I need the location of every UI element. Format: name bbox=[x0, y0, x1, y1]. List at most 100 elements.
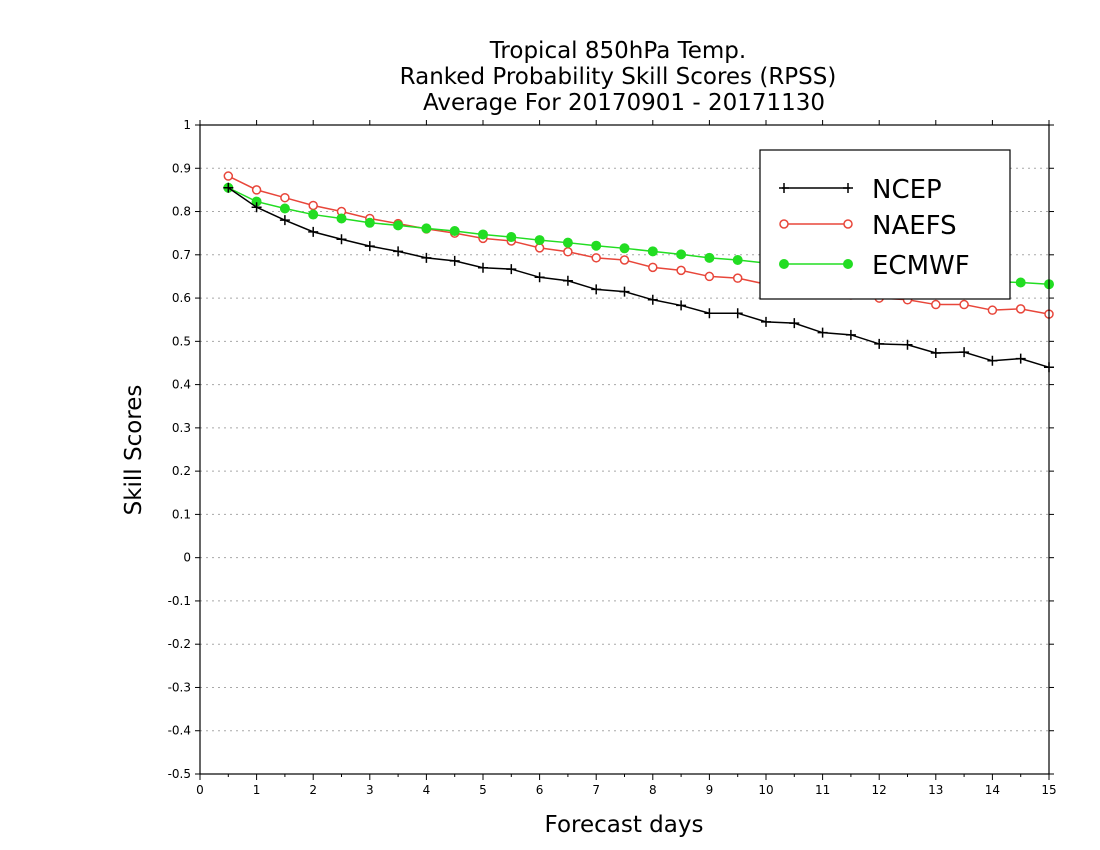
axis-ticks bbox=[195, 120, 1054, 780]
data-point bbox=[506, 232, 517, 243]
data-point bbox=[676, 265, 686, 276]
legend: NCEP NAEFS ECMWF bbox=[759, 149, 1011, 300]
x-tick-label: 3 bbox=[366, 783, 374, 797]
y-tick-label: 0.4 bbox=[172, 378, 191, 392]
x-tick-label: 13 bbox=[928, 783, 943, 797]
data-point bbox=[449, 255, 460, 266]
data-point bbox=[534, 235, 545, 246]
data-point bbox=[1015, 353, 1026, 364]
data-point bbox=[449, 226, 460, 237]
data-point bbox=[648, 262, 658, 273]
x-tick-label: 12 bbox=[872, 783, 887, 797]
chart-title-line-2: Ranked Probability Skill Scores (RPSS) bbox=[400, 64, 837, 90]
x-tick-label: 5 bbox=[479, 783, 487, 797]
data-point bbox=[619, 243, 630, 254]
data-point bbox=[930, 348, 941, 359]
data-point bbox=[506, 264, 517, 275]
data-point bbox=[308, 226, 319, 237]
y-tick-label: 0.7 bbox=[172, 248, 191, 262]
x-tick-label: 11 bbox=[815, 783, 830, 797]
legend-item-ncep: NCEP bbox=[779, 175, 942, 205]
data-point bbox=[223, 171, 234, 181]
data-point bbox=[1015, 304, 1026, 314]
legend-label: NAEFS bbox=[872, 211, 957, 241]
y-tick-label: 0 bbox=[183, 551, 191, 565]
y-tick-label: -0.4 bbox=[168, 724, 191, 738]
data-point bbox=[308, 200, 318, 211]
y-tick-label: 0.1 bbox=[172, 507, 191, 521]
series-line bbox=[227, 175, 1050, 315]
y-tick-label: -0.1 bbox=[168, 594, 191, 608]
data-point bbox=[732, 254, 743, 265]
data-point bbox=[761, 316, 771, 327]
legend-marker bbox=[779, 183, 789, 193]
data-point bbox=[534, 272, 545, 283]
legend-label: ECMWF bbox=[872, 251, 970, 281]
x-tick-label: 7 bbox=[592, 783, 600, 797]
data-point bbox=[704, 271, 715, 282]
data-point bbox=[562, 237, 573, 248]
chart-title-line-1: Tropical 850hPa Temp. bbox=[489, 38, 746, 64]
data-point bbox=[676, 300, 687, 311]
legend-item-naefs: NAEFS bbox=[779, 211, 957, 241]
data-point bbox=[987, 305, 998, 315]
data-point bbox=[280, 192, 290, 203]
data-point bbox=[279, 203, 290, 214]
data-point bbox=[421, 223, 432, 234]
x-axis-label: Forecast days bbox=[545, 812, 704, 838]
x-tick-label: 4 bbox=[423, 783, 431, 797]
y-tick-label: 0.6 bbox=[172, 291, 191, 305]
data-point bbox=[364, 217, 375, 228]
x-tick-label: 15 bbox=[1041, 783, 1056, 797]
x-tick-label: 0 bbox=[196, 783, 204, 797]
data-point bbox=[987, 355, 998, 366]
y-tick-label: 0.8 bbox=[172, 205, 191, 219]
x-tick-label: 1 bbox=[253, 783, 261, 797]
y-tick-label: 0.9 bbox=[172, 161, 191, 175]
data-point bbox=[336, 213, 347, 224]
data-point bbox=[393, 246, 404, 257]
data-point bbox=[931, 299, 941, 310]
data-point bbox=[619, 286, 630, 297]
x-tick-label: 6 bbox=[536, 783, 544, 797]
data-point bbox=[421, 252, 432, 263]
data-point bbox=[478, 262, 488, 273]
x-tick-label: 9 bbox=[706, 783, 714, 797]
legend-marker bbox=[843, 259, 853, 269]
y-axis-label: Skill Scores bbox=[121, 385, 147, 516]
x-tick-label: 2 bbox=[309, 783, 317, 797]
data-point bbox=[874, 338, 885, 349]
y-tick-label: -0.3 bbox=[168, 680, 191, 694]
data-point bbox=[279, 215, 290, 226]
legend-entries: NCEP NAEFS ECMWF bbox=[779, 175, 970, 281]
chart-title: Tropical 850hPa Temp. Ranked Probability… bbox=[400, 38, 837, 116]
y-tick-label: -0.2 bbox=[168, 637, 191, 651]
y-tick-label: 0.5 bbox=[172, 334, 191, 348]
data-point bbox=[902, 339, 913, 350]
y-tick-label: -0.5 bbox=[168, 767, 191, 781]
data-point bbox=[704, 308, 715, 319]
data-point bbox=[789, 318, 800, 329]
data-point bbox=[251, 202, 262, 213]
data-point bbox=[591, 284, 602, 295]
data-point bbox=[562, 275, 573, 286]
y-axis-tick-labels: 1 0.9 0.8 0.7 0.6 0.5 0.4 0.3 0.2 0.1 0 -0.1 -0.2 -0.… bbox=[168, 118, 191, 781]
data-point bbox=[732, 308, 743, 319]
x-tick-label: 8 bbox=[649, 783, 657, 797]
legend-marker bbox=[843, 219, 853, 229]
series-ncep bbox=[223, 182, 1054, 373]
data-point bbox=[336, 234, 347, 245]
x-axis-tick-labels: 0 1 2 3 4 5 6 7 8 9 10 11 12 13 14 15 bbox=[196, 783, 1056, 797]
data-point bbox=[845, 329, 856, 340]
data-point bbox=[308, 209, 319, 220]
legend-label: NCEP bbox=[872, 175, 942, 205]
legend-marker bbox=[779, 219, 789, 229]
legend-marker bbox=[843, 183, 853, 193]
data-point bbox=[817, 327, 828, 338]
chart-title-line-3: Average For 20170901 - 20171130 bbox=[423, 90, 825, 116]
data-point bbox=[959, 299, 969, 310]
legend-item-ecmwf: ECMWF bbox=[779, 251, 970, 281]
data-point bbox=[591, 240, 602, 251]
data-point bbox=[1015, 277, 1026, 288]
